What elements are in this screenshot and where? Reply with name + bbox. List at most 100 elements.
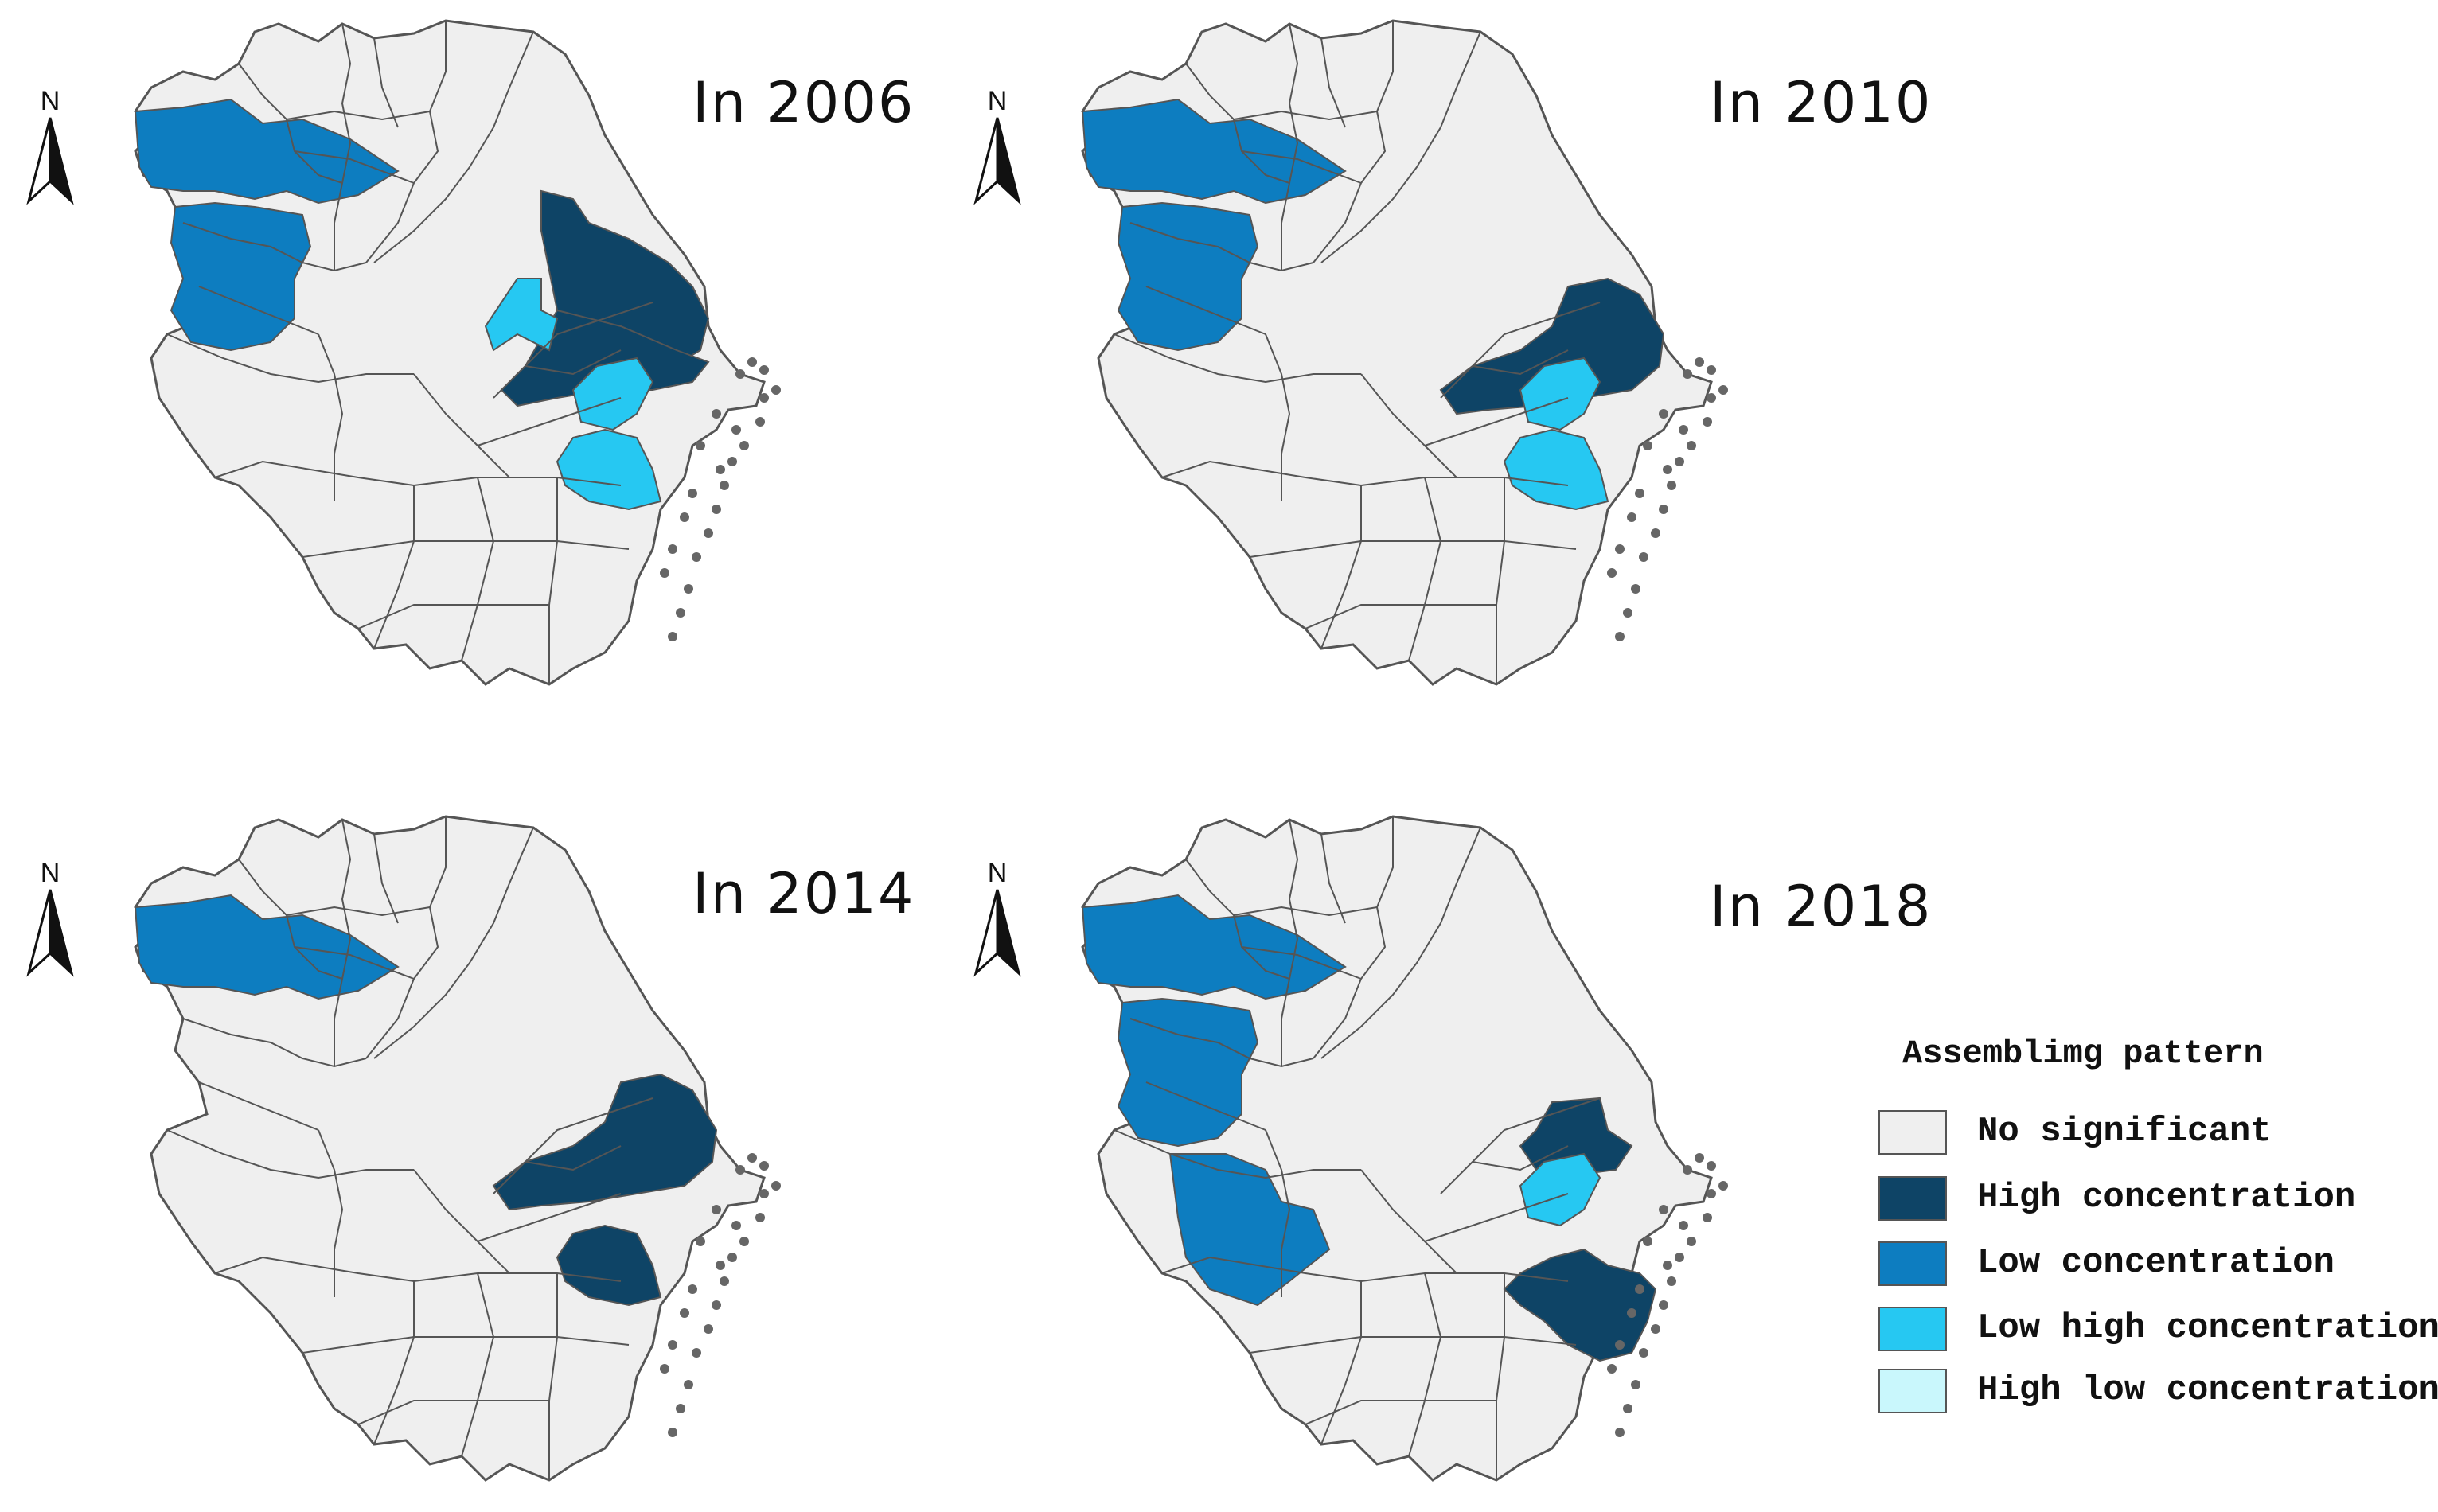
prefecture-border	[413, 373, 510, 478]
legend-label: No significant	[1977, 1112, 2272, 1152]
prefecture-border	[1281, 819, 1299, 1066]
island	[1615, 544, 1625, 554]
prefecture-border	[294, 150, 415, 184]
island	[731, 1221, 741, 1230]
north-label: N	[40, 86, 60, 116]
island	[771, 385, 781, 395]
prefecture-border	[365, 816, 447, 1059]
prefecture-border	[1114, 333, 1361, 384]
north-arrow-icon: N	[969, 858, 1025, 977]
map-panel-2014: N In 2014	[0, 796, 955, 1512]
prefecture-border	[365, 21, 447, 263]
island	[735, 1165, 745, 1175]
island	[1675, 1253, 1684, 1262]
prefecture-border	[214, 1256, 622, 1283]
island	[668, 632, 677, 641]
prefecture-border	[1320, 31, 1481, 263]
island	[1615, 632, 1625, 641]
prefecture-border	[1313, 816, 1394, 1059]
prefecture-border	[548, 1273, 558, 1480]
island	[1703, 1213, 1712, 1222]
prefecture-border	[413, 1169, 510, 1274]
prefecture-border	[1360, 373, 1457, 478]
island	[696, 1237, 705, 1246]
island	[1651, 528, 1660, 538]
prefecture-border	[302, 1336, 630, 1354]
legend-swatch	[1878, 1307, 1947, 1351]
island	[1718, 385, 1728, 395]
prefecture-border	[1249, 1336, 1577, 1354]
prefecture-border	[1320, 37, 1346, 128]
island	[680, 1308, 689, 1318]
island	[1615, 1428, 1625, 1437]
legend-label: High low concentration	[1977, 1370, 2438, 1410]
legend-swatch	[1878, 1369, 1947, 1413]
island	[704, 1324, 713, 1334]
north-arrow-icon: N	[969, 86, 1025, 205]
prefecture-border	[1145, 1081, 1266, 1131]
prefecture-border	[1145, 286, 1266, 335]
region-lowhigh	[1503, 428, 1609, 511]
island	[668, 544, 677, 554]
island	[1707, 1189, 1716, 1198]
prefecture-border	[286, 110, 431, 121]
region-lowhigh	[556, 428, 662, 511]
prefecture-border	[1281, 23, 1299, 271]
prefecture-border	[1129, 222, 1314, 272]
island	[1683, 369, 1692, 379]
prefecture-border	[1265, 333, 1291, 501]
island	[676, 1404, 685, 1413]
island	[1675, 457, 1684, 466]
island	[1627, 512, 1636, 522]
prefecture-border	[318, 333, 344, 501]
island	[712, 505, 721, 514]
prefecture-border	[1185, 63, 1290, 184]
legend-swatch	[1878, 1241, 1947, 1286]
island	[1687, 1237, 1696, 1246]
prefecture-border	[1424, 1193, 1569, 1242]
prefecture-border	[477, 1193, 622, 1242]
island	[1695, 357, 1704, 367]
prefecture-border	[1320, 827, 1481, 1059]
prefecture-border	[1440, 1097, 1601, 1194]
prefecture-border	[493, 302, 653, 399]
legend-item-low-high-concentration: Low high concentration	[1878, 1307, 2438, 1354]
prefecture-border	[1472, 1145, 1569, 1171]
island	[688, 489, 697, 498]
island	[759, 1189, 769, 1198]
island	[739, 1237, 749, 1246]
prefecture-border	[1161, 460, 1569, 487]
prefecture-border	[357, 604, 549, 629]
prefecture-border	[1233, 906, 1378, 917]
island	[759, 365, 769, 375]
island	[755, 417, 765, 427]
legend-title: Assemblimg pattern	[1902, 1035, 2264, 1073]
region-low	[1117, 997, 1259, 1148]
prefecture-border	[493, 1097, 653, 1194]
island	[692, 552, 701, 562]
island	[1635, 1284, 1644, 1294]
island	[1703, 417, 1712, 427]
prefecture-border	[198, 286, 319, 335]
prefecture-border	[166, 1129, 414, 1179]
island	[692, 1348, 701, 1358]
island	[1667, 481, 1676, 490]
prefecture-border	[1265, 1129, 1291, 1297]
island	[688, 1284, 697, 1294]
island	[1627, 1308, 1636, 1318]
island	[720, 1276, 729, 1286]
island	[1667, 1276, 1676, 1286]
prefecture-border	[1440, 302, 1601, 399]
map-panel-2018: N In 2018	[947, 796, 1930, 1512]
island	[759, 393, 769, 403]
island	[716, 1261, 725, 1270]
prefecture-border	[198, 1081, 319, 1131]
north-arrow-icon: N	[22, 86, 78, 205]
island	[712, 409, 721, 419]
island	[684, 1380, 693, 1389]
prefecture-border	[548, 477, 558, 684]
legend-swatch	[1878, 1110, 1947, 1155]
north-label: N	[987, 86, 1008, 116]
island	[735, 369, 745, 379]
island	[1707, 1161, 1716, 1171]
